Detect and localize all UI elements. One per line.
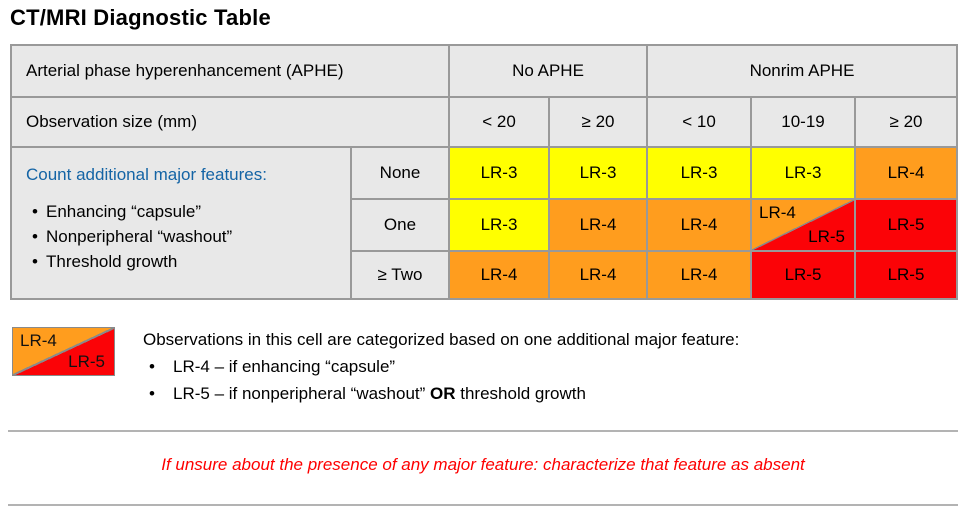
bullet-icon: • xyxy=(32,252,38,271)
bullet-icon: • xyxy=(32,202,38,221)
legend-bullet: • LR-4 – if enhancing “capsule” xyxy=(143,353,953,380)
size-column-header: < 10 xyxy=(648,98,750,146)
swatch-lr5-label: LR-5 xyxy=(68,352,105,371)
lr-cell: LR-5 xyxy=(856,252,956,298)
diagnostic-table: Arterial phase hyperenhancement (APHE) N… xyxy=(10,44,958,300)
lr-cell: LR-5 xyxy=(752,252,854,298)
lr-cell: LR-4 xyxy=(550,200,646,250)
size-column-header: 10-19 xyxy=(752,98,854,146)
lr-cell: LR-3 xyxy=(752,148,854,198)
size-column-header: ≥ 20 xyxy=(856,98,956,146)
size-header-cell: Observation size (mm) xyxy=(12,98,448,146)
size-column-header: ≥ 20 xyxy=(550,98,646,146)
count-cell-none: None xyxy=(352,148,448,198)
lr-cell: LR-4 xyxy=(550,252,646,298)
lr-cell: LR-3 xyxy=(450,148,548,198)
lr-cell: LR-5 xyxy=(856,200,956,250)
features-cell: Count additional major features: • Enhanc… xyxy=(12,148,350,298)
aphe-header-cell: Arterial phase hyperenhancement (APHE) xyxy=(12,46,448,96)
warning-note: If unsure about the presence of any majo… xyxy=(161,455,805,474)
swatch-lr4-label: LR-4 xyxy=(20,331,57,350)
size-column-header: < 20 xyxy=(450,98,548,146)
bullet-icon: • xyxy=(32,227,38,246)
split-cell-legend: Observations in this cell are categorize… xyxy=(143,326,953,407)
lr-cell: LR-4 xyxy=(648,200,750,250)
lr-cell: LR-4 xyxy=(450,252,548,298)
lr-cell: LR-4 xyxy=(648,252,750,298)
count-cell-two-or-more: ≥ Two xyxy=(352,252,448,298)
lr-cell: LR-4 xyxy=(856,148,956,198)
bullet-icon: • xyxy=(149,384,155,403)
split-lr-cell: LR-4 LR-5 xyxy=(752,200,854,250)
bullet-icon: • xyxy=(149,357,155,376)
feature-bullet: • Threshold growth xyxy=(26,249,344,274)
divider-line xyxy=(8,430,958,432)
feature-bullet: • Enhancing “capsule” xyxy=(26,199,344,224)
legend-intro: Observations in this cell are categorize… xyxy=(143,330,740,349)
features-heading: Count additional major features: xyxy=(26,165,267,184)
nonrim-aphe-header-cell: Nonrim APHE xyxy=(648,46,956,96)
split-cell-lr5-label: LR-5 xyxy=(808,227,845,246)
split-cell-swatch: LR-4 LR-5 xyxy=(12,327,115,376)
lr-cell: LR-3 xyxy=(648,148,750,198)
count-cell-one: One xyxy=(352,200,448,250)
no-aphe-header-cell: No APHE xyxy=(450,46,646,96)
lr-cell: LR-3 xyxy=(450,200,548,250)
page-title: CT/MRI Diagnostic Table xyxy=(10,5,271,30)
lr-cell: LR-3 xyxy=(550,148,646,198)
divider-line xyxy=(8,504,958,506)
feature-bullet: • Nonperipheral “washout” xyxy=(26,224,344,249)
split-cell-lr4-label: LR-4 xyxy=(759,203,796,222)
legend-bullet: • LR-5 – if nonperipheral “washout” OR t… xyxy=(143,380,953,407)
